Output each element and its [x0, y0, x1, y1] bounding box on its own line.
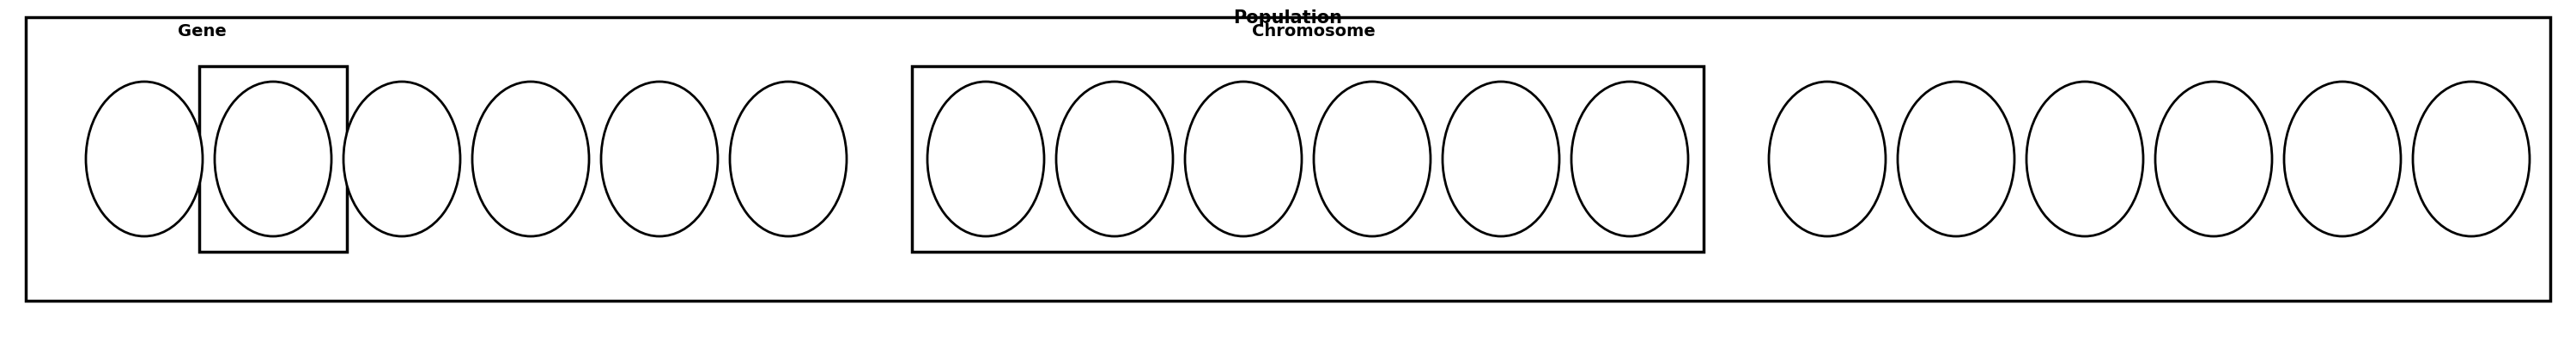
Ellipse shape [600, 82, 719, 237]
Ellipse shape [343, 82, 461, 237]
Bar [198, 67, 348, 252]
Text: Gene: Gene [178, 23, 227, 39]
Ellipse shape [1185, 82, 1301, 237]
Ellipse shape [2285, 82, 2401, 237]
Text: Chromosome: Chromosome [1252, 23, 1376, 39]
Bar [26, 18, 2550, 301]
Ellipse shape [1443, 82, 1558, 237]
Ellipse shape [1899, 82, 2014, 237]
Ellipse shape [729, 82, 848, 237]
Ellipse shape [1056, 82, 1172, 237]
Ellipse shape [1571, 82, 1687, 237]
Ellipse shape [1314, 82, 1430, 237]
Ellipse shape [2414, 82, 2530, 237]
Ellipse shape [2156, 82, 2272, 237]
Ellipse shape [1770, 82, 1886, 237]
Ellipse shape [214, 82, 332, 237]
Text: Population: Population [1234, 9, 1342, 26]
Ellipse shape [471, 82, 590, 237]
Ellipse shape [85, 82, 204, 237]
Ellipse shape [2027, 82, 2143, 237]
Ellipse shape [927, 82, 1043, 237]
Bar [912, 67, 1703, 252]
